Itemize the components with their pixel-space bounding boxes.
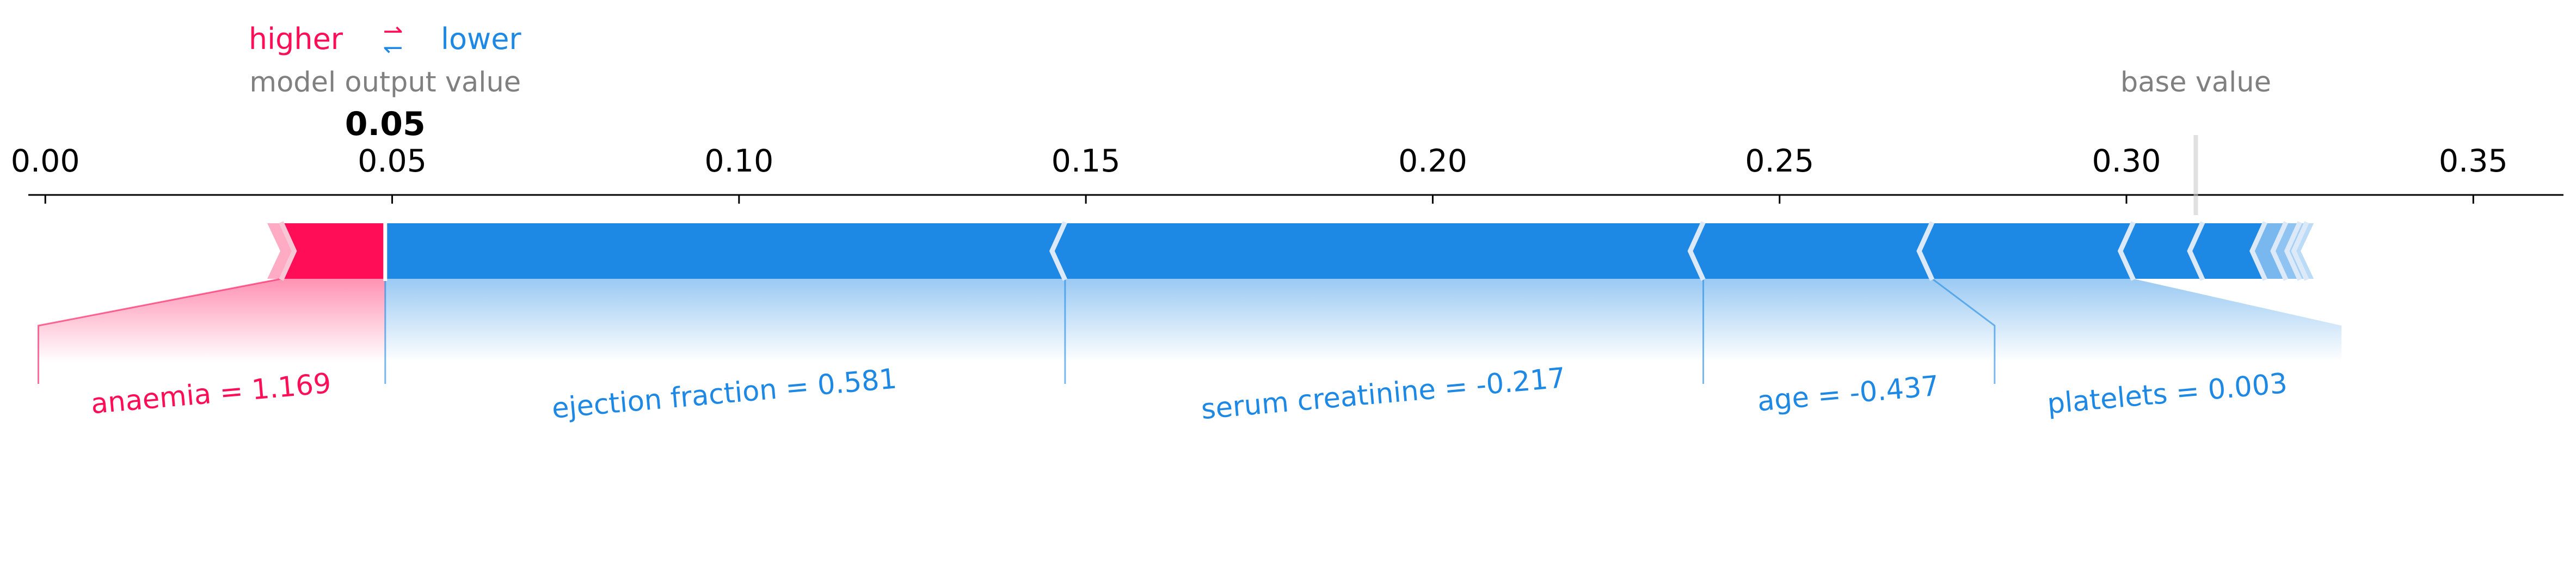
feature-label: serum creatinine = -0.217 [1200,362,1567,426]
negative-segment [1052,223,1704,279]
negative-segment [1919,223,2134,279]
negative-segment [2190,223,2265,279]
segment-separator [279,221,297,281]
positive-segment [281,223,385,279]
output-value: 0.05 [345,105,426,143]
tick-label: 0.30 [2092,143,2161,179]
negative-segment [2120,223,2203,279]
tick-label: 0.00 [11,143,80,179]
segment-separator [2270,221,2289,281]
swap-arrows-icon: ⇀ ↽ [383,17,403,62]
force-bar [267,221,2314,281]
feature-label: anaemia = 1.169 [90,368,333,420]
connector-fill [1703,279,1995,362]
tick-label: 0.10 [704,143,773,179]
connector-fill [1065,279,1704,362]
feature-labels: anaemia = 1.169 ejection fraction = 0.581… [90,362,2289,426]
segment-separator [2249,221,2268,281]
connector-fill [1932,279,2342,362]
segment-separator [2187,221,2205,281]
segment-separator [2291,221,2309,281]
connector-fill [38,279,385,362]
leader-line [1932,278,1996,384]
label-connectors [37,278,2342,384]
tick-label: 0.20 [1398,143,1467,179]
base-value-label: base value [2120,66,2271,99]
segment-separator [1049,221,1067,281]
svg-text:↽: ↽ [383,34,403,62]
tick-label: 0.05 [358,143,427,179]
connector-fill [385,279,1065,362]
segment-separator [2284,221,2302,281]
segment-separator [1687,221,1706,281]
legend-higher: higher [249,22,343,56]
legend-lower: lower [441,22,521,56]
tick-label: 0.15 [1052,143,1121,179]
tick-label: 0.35 [2439,143,2508,179]
feature-label: platelets = 0.003 [2046,368,2289,420]
feature-label: age = -0.437 [1756,370,1940,418]
model-output-label: model output value [249,66,521,99]
svg-text:⇀: ⇀ [383,17,403,45]
tick-label: 0.25 [1745,143,1814,179]
segment-separator [2117,221,2136,281]
x-axis: 0.00 0.05 0.10 0.15 0.20 0.25 0.30 0.35 [11,135,2563,215]
negative-segment [385,223,1065,279]
negative-segment [1690,223,1933,279]
feature-label: ejection fraction = 0.581 [551,363,899,425]
segment-separator [1916,221,1935,281]
leader-line [37,278,281,384]
